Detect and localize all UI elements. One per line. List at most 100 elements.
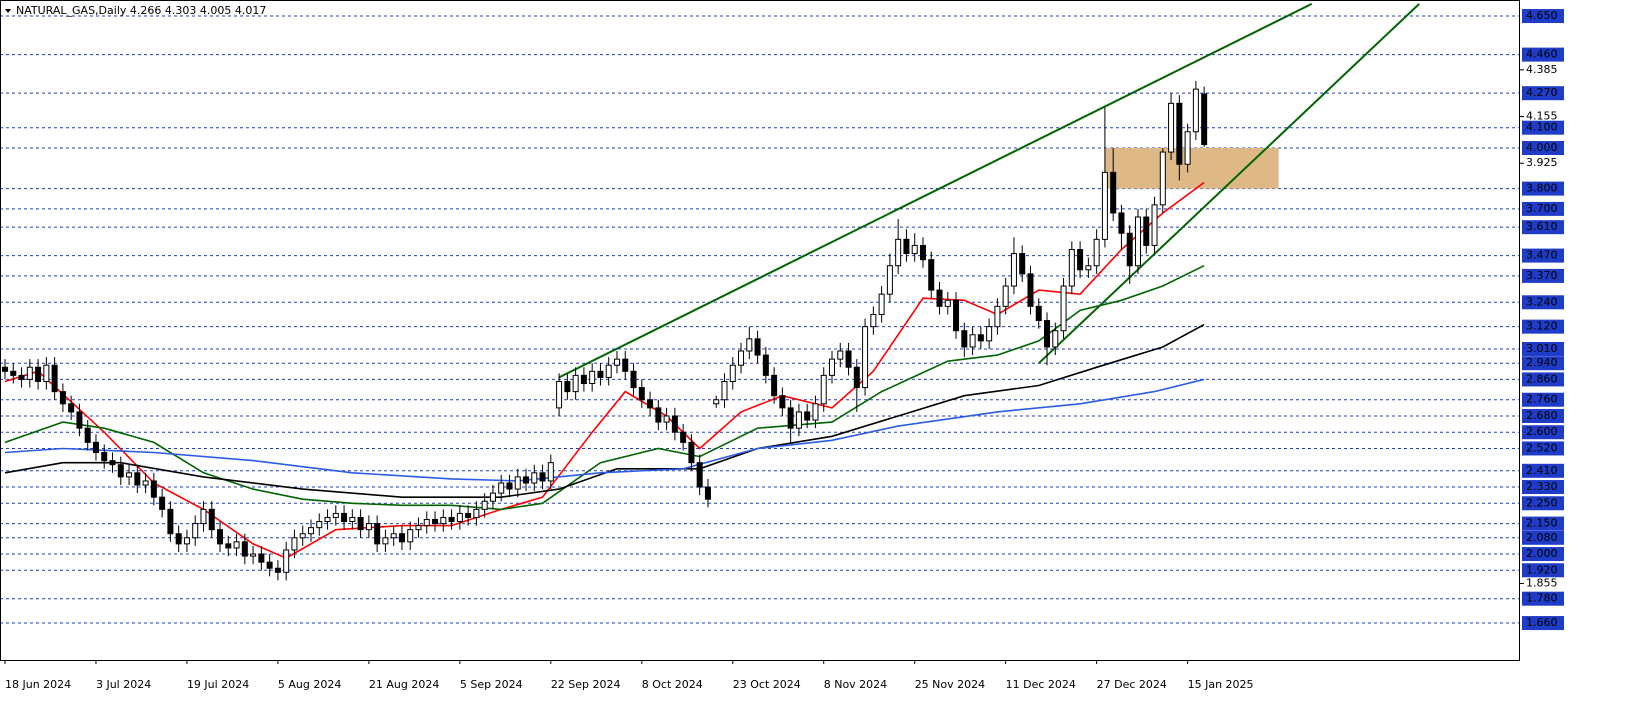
y-tick-label: 1.855 [1526,576,1558,589]
candle-body [779,395,786,409]
candle-body [613,358,620,366]
level-label-box [1522,516,1564,531]
candle-body [407,529,414,543]
candle-body [911,244,918,255]
candle-body [729,364,736,382]
level-label-box [1522,496,1564,511]
candle-body [630,370,637,389]
candle-body [919,244,926,261]
candle-body [440,516,447,525]
candle-body [994,305,1001,328]
candle-body [663,415,670,423]
candle-body [547,462,554,482]
candle-body [167,508,174,535]
level-label: 3.470 [1526,249,1558,262]
level-label: 2.940 [1526,356,1558,369]
moving-average [4,181,1205,559]
candle-body [2,366,8,372]
candle-body [316,521,323,529]
candle-body [1159,151,1166,206]
candle-body [1201,93,1208,146]
level-label-box [1522,591,1564,606]
candle-body [432,519,439,525]
level-label-box [1522,563,1564,578]
level-label: 4.000 [1526,141,1558,154]
candle-body [1184,131,1191,165]
candle-body [746,338,753,352]
candle-body [374,523,381,545]
candle-body [589,370,596,384]
candle-body [523,476,530,484]
candle-body [696,462,703,488]
candle-body [1110,171,1117,214]
y-tick-label: 4.155 [1526,110,1558,123]
candle-body [1192,88,1199,133]
candle-body [804,411,811,421]
x-tick-label: 8 Nov 2024 [824,678,887,691]
candle-body [126,472,133,478]
candle-body [969,334,976,348]
y-tick-label: 4.385 [1526,63,1558,76]
plot-area [0,3,1520,624]
candle-body [299,533,306,539]
level-label: 3.610 [1526,220,1558,233]
candle-body [365,523,372,531]
trend-line [558,3,1313,379]
level-label-box [1522,181,1564,196]
candle-body [200,508,207,525]
candle-body [291,537,298,551]
candle-body [489,492,496,502]
candle-body [829,358,835,376]
y-tick-label: 3.925 [1526,156,1558,169]
candle-body [671,415,678,433]
candle-body [1143,216,1150,246]
candle-body [853,366,860,389]
level-label: 2.680 [1526,409,1558,422]
level-label: 3.700 [1526,202,1558,215]
x-tick-label: 25 Nov 2024 [915,678,985,691]
candle-body [448,516,455,523]
level-label-box [1522,356,1564,371]
x-tick-label: 23 Oct 2024 [733,678,801,691]
candle-body [415,525,422,531]
x-tick-label: 18 Jun 2024 [5,678,71,691]
moving-average [4,378,1205,482]
candle-body [762,354,769,376]
candle-body [754,338,761,356]
candle-body [1077,249,1084,271]
level-label-box [1522,408,1564,423]
level-label: 2.330 [1526,480,1558,493]
level-label-box [1522,341,1564,356]
level-label-box [1522,201,1564,216]
candle-body [539,472,546,482]
candle-body [837,350,844,360]
candle-body [1085,265,1092,271]
level-label: 1.920 [1526,563,1558,576]
level-label-box [1522,9,1564,24]
candle-body [76,411,83,429]
x-tick-label: 22 Sep 2024 [551,678,621,691]
candle-body [928,259,935,291]
candle-body [795,411,802,429]
level-label: 2.080 [1526,531,1558,544]
candle-body [35,366,42,382]
moving-average [4,264,1205,511]
x-tick-label: 5 Aug 2024 [278,678,341,691]
level-label: 2.250 [1526,496,1558,509]
level-label: 4.460 [1526,48,1558,61]
level-label-box [1522,140,1564,155]
candle-body [638,387,645,401]
candle-body [655,407,662,423]
zone [1104,147,1279,189]
candle-body [341,512,348,523]
candle-body [183,537,190,545]
candle-body [1010,253,1017,287]
level-label-box [1522,86,1564,101]
candle-body [250,553,257,557]
level-label: 3.240 [1526,295,1558,308]
candle-body [704,486,711,500]
candle-body [862,326,869,389]
candle-body [1035,305,1042,322]
candle-body [1176,102,1183,165]
